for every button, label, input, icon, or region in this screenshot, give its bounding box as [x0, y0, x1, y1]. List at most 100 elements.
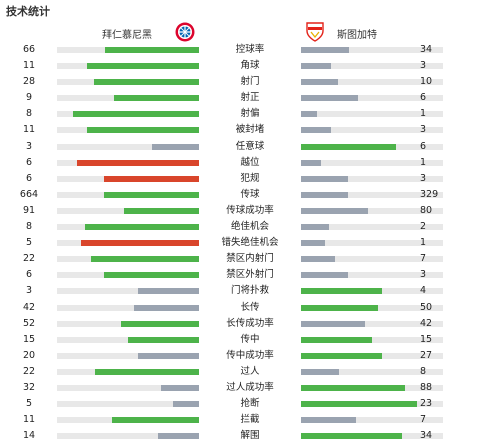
- away-stat-bar-track: [301, 272, 443, 279]
- away-stat-value: 3: [420, 124, 427, 136]
- home-stat-bar-track: [57, 368, 199, 375]
- home-stat-bar: [77, 159, 199, 166]
- stat-row: 664 传球 329: [0, 187, 500, 203]
- away-stat-value: 3: [420, 269, 427, 281]
- stat-row: 42 长传 50: [0, 300, 500, 316]
- home-stat-bar-track: [57, 417, 199, 424]
- home-stat-value: 3: [25, 140, 33, 152]
- away-stat-bar-track: [301, 417, 443, 424]
- away-stat-bar-track: [301, 304, 443, 311]
- away-stat-value: 42: [420, 317, 433, 329]
- stat-row: 11 被封堵 3: [0, 122, 500, 138]
- away-stat-value: 80: [420, 204, 433, 216]
- stat-row: 32 过人成功率 88: [0, 380, 500, 396]
- away-stat-bar: [301, 224, 329, 231]
- away-stat-bar-track: [301, 47, 443, 53]
- away-stat-bar-track: [301, 336, 443, 343]
- away-stat-bar: [301, 336, 372, 343]
- home-stat-value: 32: [22, 381, 36, 393]
- away-stat-bar-track: [301, 159, 443, 166]
- home-stat-value: 3: [25, 285, 33, 297]
- away-stat-value: 3: [420, 172, 427, 184]
- home-stat-value: 91: [22, 204, 36, 216]
- home-stat-value: 8: [25, 221, 33, 233]
- stat-label: 任意球: [235, 140, 265, 152]
- home-stat-bar-track: [57, 63, 199, 70]
- home-stat-bar: [128, 336, 199, 343]
- home-stat-bar: [173, 401, 199, 408]
- home-stat-bar-track: [57, 240, 199, 247]
- home-stat-value: 15: [22, 333, 36, 345]
- stat-label: 犯规: [240, 172, 260, 184]
- away-stat-bar: [301, 352, 382, 359]
- away-stat-bar: [301, 159, 321, 166]
- away-stat-bar: [301, 368, 339, 375]
- stat-row: 66 控球率 34: [0, 42, 500, 58]
- away-stat-bar: [301, 272, 348, 279]
- home-stat-bar-track: [57, 384, 199, 391]
- home-stat-bar-track: [57, 127, 199, 134]
- home-stat-bar: [104, 175, 199, 182]
- home-stat-bar: [121, 320, 199, 327]
- home-stat-value: 11: [22, 60, 36, 72]
- stat-label: 传球成功率: [226, 204, 274, 216]
- away-stat-bar: [301, 320, 365, 327]
- away-stat-bar: [301, 401, 417, 408]
- stat-label: 长传成功率: [226, 317, 274, 329]
- home-stat-value: 6: [25, 156, 33, 168]
- home-stat-bar: [105, 47, 199, 53]
- home-stat-bar: [87, 127, 199, 134]
- vfb-stuttgart-logo-icon: [306, 22, 324, 42]
- stat-label: 拦截: [240, 414, 260, 426]
- fc-bayern-logo-icon: [175, 22, 195, 42]
- home-stat-bar: [152, 143, 199, 150]
- away-stat-value: 329: [420, 188, 439, 200]
- home-stat-bar-track: [57, 191, 199, 198]
- home-stat-value: 14: [22, 430, 36, 442]
- away-stat-value: 15: [420, 333, 433, 345]
- stats-table: 66 控球率 34 11 角球 3 28 射门 10 9 射正 6 8 射偏 1 11 被封堵 3 3 任意球 6 6 越位…: [0, 42, 500, 444]
- home-stat-bar: [104, 191, 199, 198]
- away-stat-bar-track: [301, 240, 443, 247]
- away-stat-value: 10: [420, 76, 433, 88]
- stat-row: 52 长传成功率 42: [0, 316, 500, 332]
- away-stat-bar: [301, 95, 358, 102]
- stat-row: 6 禁区外射门 3: [0, 267, 500, 283]
- home-stat-bar-track: [57, 47, 199, 53]
- home-stat-bar: [73, 111, 199, 118]
- away-stat-value: 1: [420, 108, 427, 120]
- away-stat-value: 23: [420, 398, 433, 410]
- home-stat-bar: [124, 207, 199, 214]
- stat-row: 22 过人 8: [0, 364, 500, 380]
- home-stat-bar: [114, 95, 199, 102]
- home-stat-bar: [95, 368, 199, 375]
- away-stat-bar-track: [301, 256, 443, 263]
- home-stat-value: 22: [22, 365, 36, 377]
- stat-row: 22 禁区内射门 7: [0, 251, 500, 267]
- home-stat-bar-track: [57, 272, 199, 279]
- home-stat-value: 42: [22, 301, 36, 313]
- stat-label: 抢断: [240, 398, 260, 410]
- away-stat-bar: [301, 63, 331, 70]
- away-stat-value: 3: [420, 60, 427, 72]
- home-stat-bar-track: [57, 401, 199, 408]
- away-stat-bar: [301, 79, 338, 86]
- home-stat-value: 5: [25, 398, 33, 410]
- home-stat-bar-track: [57, 111, 199, 118]
- away-stat-bar-track: [301, 368, 443, 375]
- away-stat-value: 34: [420, 430, 433, 442]
- home-stat-value: 28: [22, 76, 36, 88]
- home-stat-value: 52: [22, 317, 36, 329]
- stat-row: 15 传中 15: [0, 332, 500, 348]
- home-stat-bar-track: [57, 175, 199, 182]
- away-stat-bar: [301, 433, 402, 440]
- away-stat-value: 88: [420, 381, 433, 393]
- teams-header: 拜仁慕尼黑 斯图加特: [0, 20, 500, 42]
- away-stat-bar: [301, 207, 368, 214]
- stat-row: 5 抢断 23: [0, 396, 500, 412]
- stat-row: 9 射正 6: [0, 90, 500, 106]
- home-stat-value: 11: [22, 414, 36, 426]
- stat-row: 14 解围 34: [0, 428, 500, 444]
- away-stat-bar-track: [301, 191, 443, 198]
- away-stat-bar: [301, 240, 325, 247]
